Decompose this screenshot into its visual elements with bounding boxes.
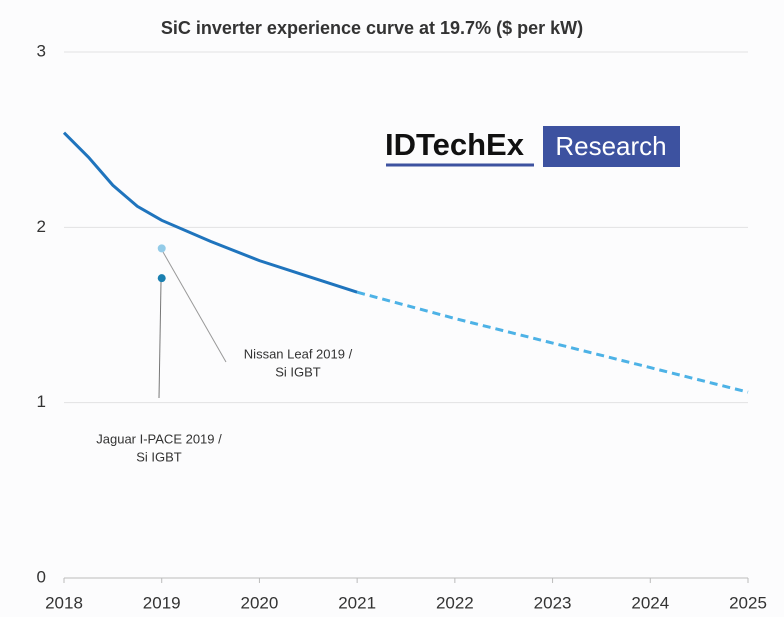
annotation: Si IGBT	[275, 364, 321, 379]
data-point	[157, 274, 166, 283]
x-tick-label: 2024	[631, 593, 669, 612]
annotation: Jaguar I-PACE 2019 /	[96, 431, 222, 446]
x-tick-label: 2019	[143, 593, 181, 612]
y-tick-label: 0	[37, 567, 46, 586]
y-tick-label: 1	[37, 392, 46, 411]
chart-title: SiC inverter experience curve at 19.7% (…	[161, 18, 583, 38]
x-tick-label: 2025	[729, 593, 767, 612]
logo-tag: Research	[555, 131, 666, 161]
x-tick-label: 2021	[338, 593, 376, 612]
logo-brand: IDTechEx	[385, 127, 525, 162]
x-tick-label: 2020	[241, 593, 279, 612]
logo-box	[543, 126, 680, 167]
y-tick-label: 2	[37, 217, 46, 236]
leader-line	[162, 251, 227, 363]
annotation: Nissan Leaf 2019 /	[244, 346, 353, 361]
series-line	[356, 290, 749, 394]
logo: IDTechEx Research	[385, 126, 680, 167]
x-tick-label: 2018	[45, 593, 83, 612]
data-point	[157, 244, 166, 253]
series-line	[62, 131, 358, 294]
x-tick-label: 2022	[436, 593, 474, 612]
annotation: Si IGBT	[136, 449, 182, 464]
leader-line	[158, 281, 162, 399]
x-tick-label: 2023	[534, 593, 572, 612]
y-tick-label: 3	[37, 41, 46, 60]
